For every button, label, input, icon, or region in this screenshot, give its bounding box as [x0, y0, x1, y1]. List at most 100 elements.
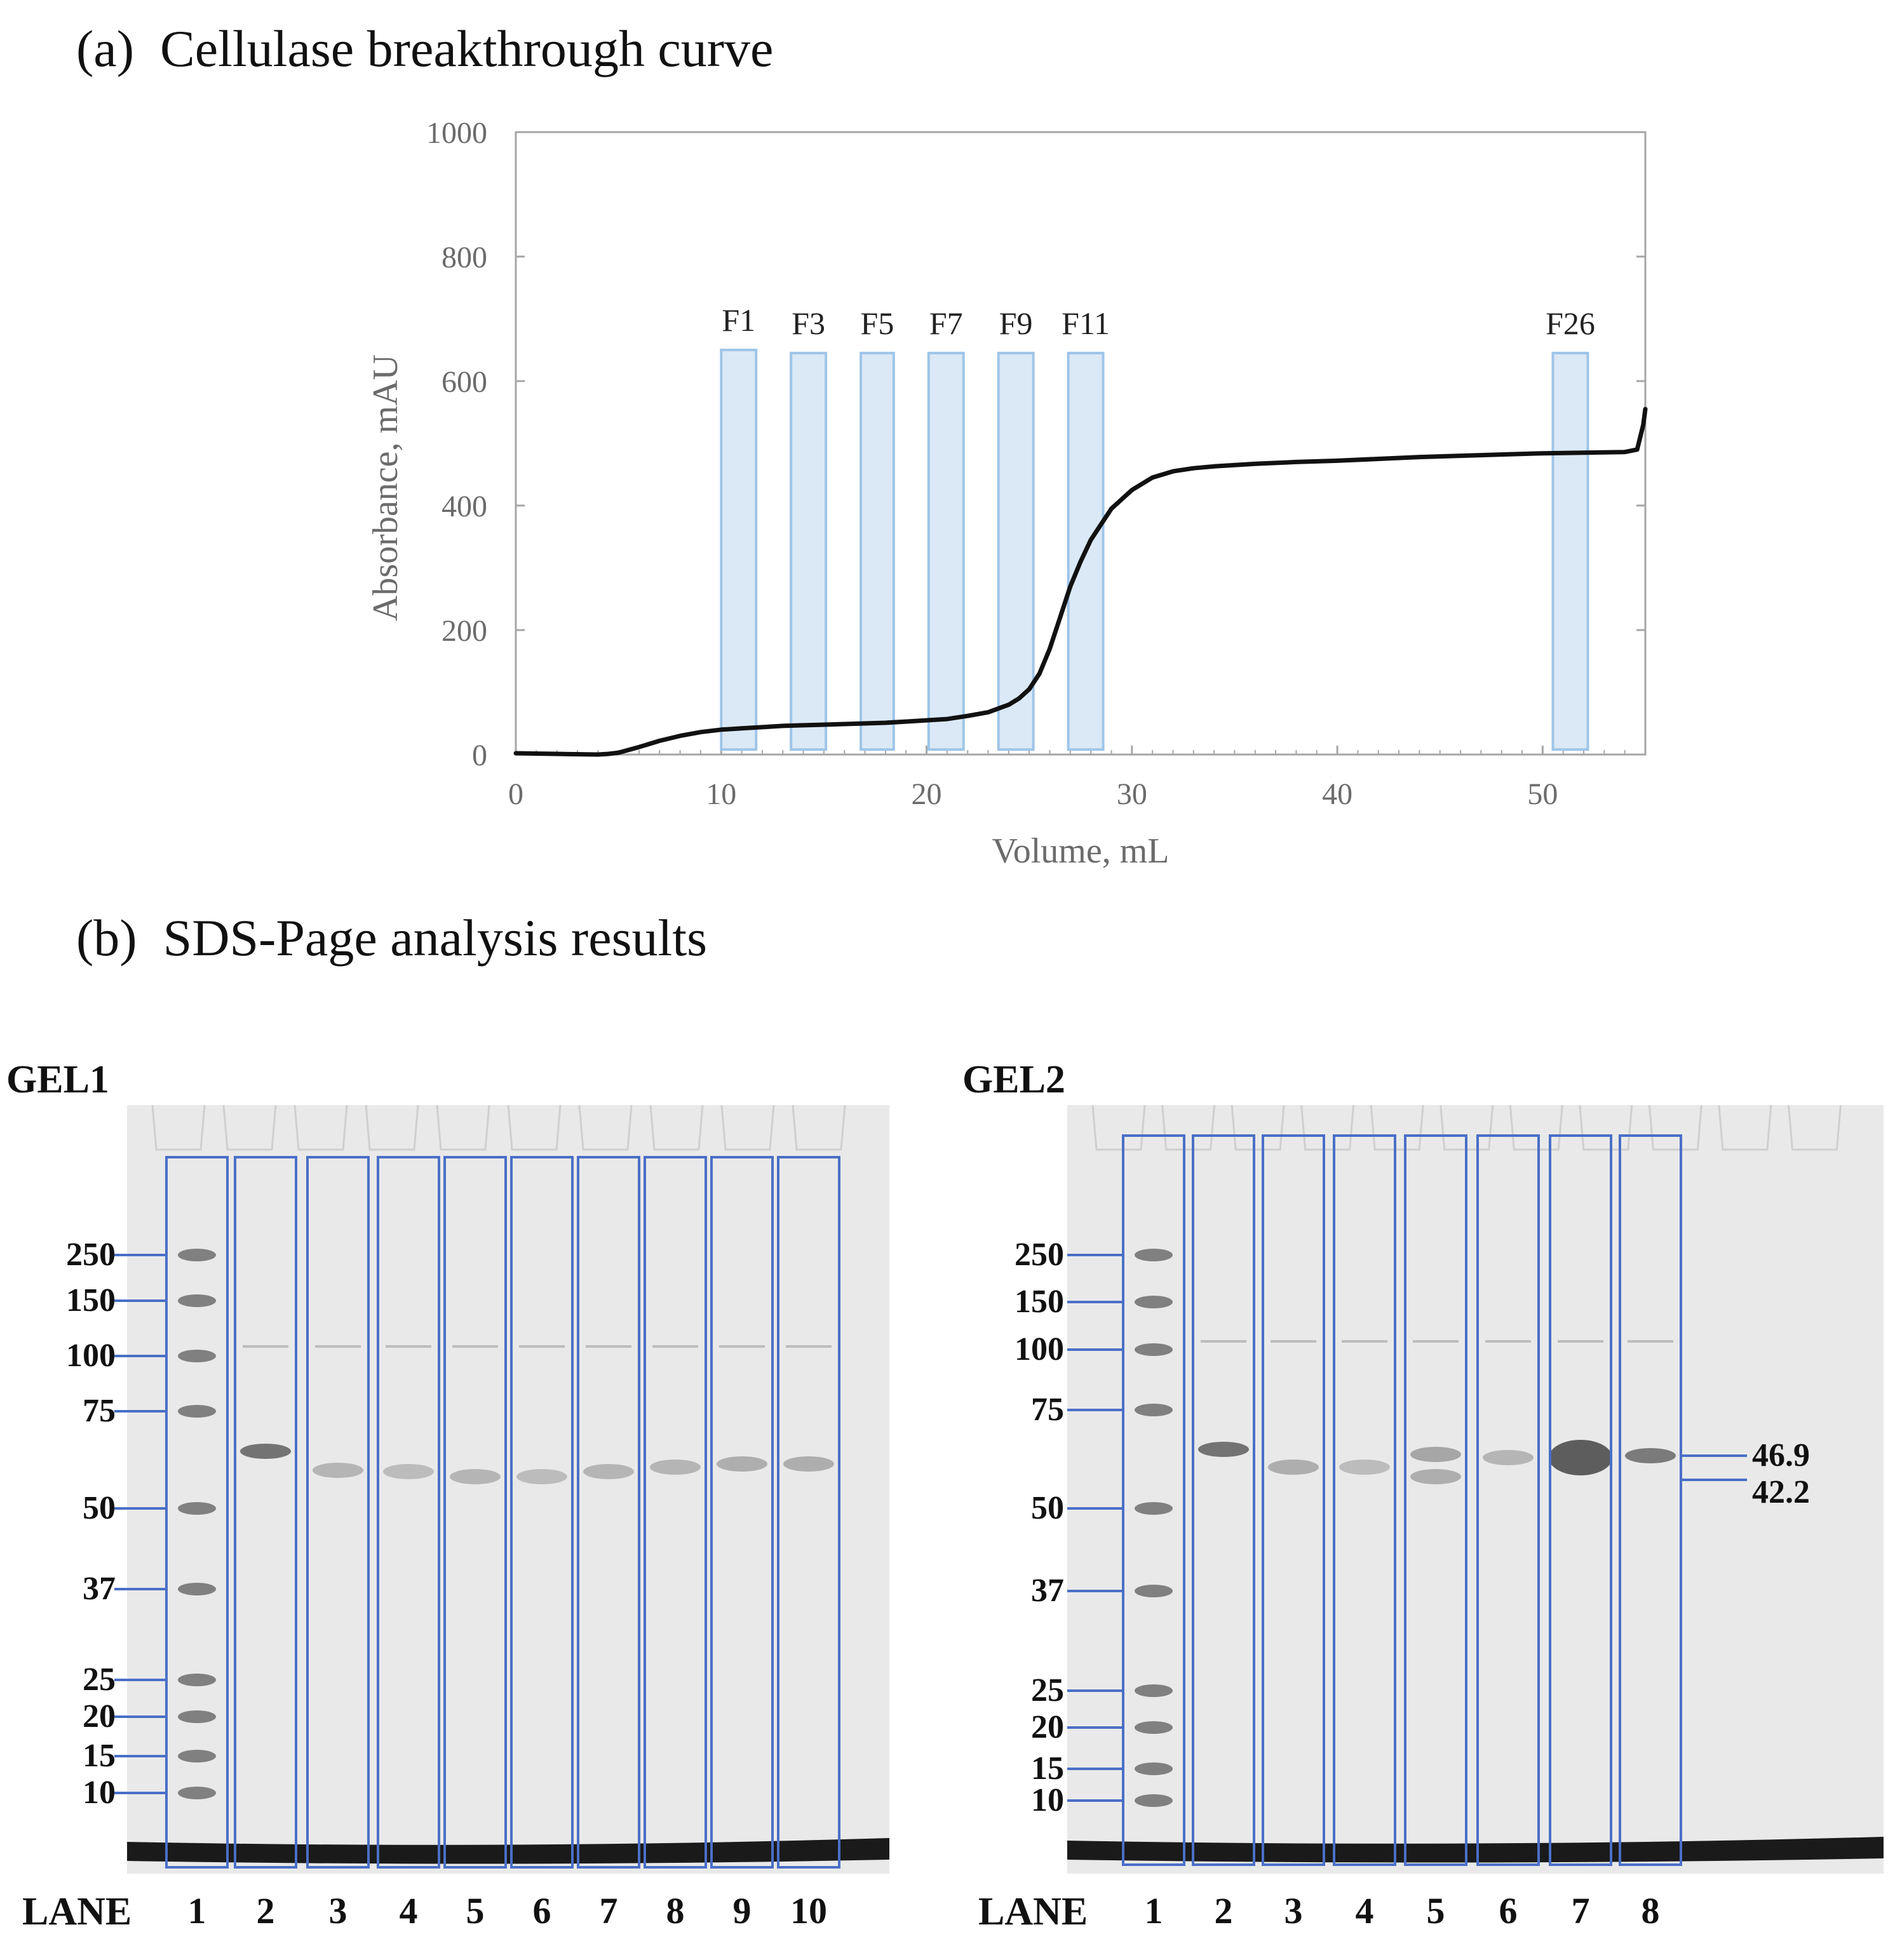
lane-number-5: 5: [1426, 1890, 1445, 1931]
gel-well: [649, 1104, 704, 1151]
gel-well: [1370, 1104, 1424, 1151]
protein-band: [1410, 1447, 1461, 1462]
marker-label-100: 100: [66, 1338, 116, 1374]
protein-band: [1339, 1460, 1390, 1475]
lane-box-6: [1476, 1134, 1540, 1866]
gel-well: [1300, 1104, 1355, 1151]
ladder-band-250: [1135, 1249, 1173, 1261]
lane-number-10: 10: [790, 1890, 827, 1931]
gel-well: [365, 1104, 419, 1151]
y-tick-label: 800: [442, 241, 487, 274]
y-tick-label: 200: [442, 614, 487, 648]
gel-well: [1161, 1104, 1216, 1151]
lane-box-3: [1262, 1134, 1325, 1866]
gel2-title: GEL2: [962, 1058, 1065, 1101]
dye-front: [1067, 1837, 1884, 1863]
panel-b-title: (b) SDS-Page analysis results: [76, 908, 707, 968]
lane-number-4: 4: [1355, 1890, 1374, 1931]
y-axis-label: Absorbance, mAU: [366, 354, 405, 621]
lane-box-10: [777, 1156, 840, 1869]
lane-number-1: 1: [1144, 1890, 1163, 1931]
marker-label-150: 150: [1015, 1284, 1064, 1320]
lane-box-4: [377, 1156, 440, 1869]
marker-label-50: 50: [1031, 1490, 1064, 1526]
marker-label-20: 20: [1031, 1709, 1064, 1745]
fraction-label-f9: F9: [999, 305, 1033, 341]
fraction-label-f5: F5: [861, 305, 894, 341]
ladder-band-25: [178, 1674, 216, 1686]
marker-label-20: 20: [83, 1698, 116, 1735]
band-size-label-46-9: 46.9: [1752, 1437, 1810, 1473]
protein-band: [383, 1464, 434, 1479]
lane-box-2: [234, 1156, 297, 1869]
y-tick-label: 600: [442, 365, 487, 399]
ladder-band-150: [1135, 1296, 1173, 1308]
gel-well: [792, 1104, 846, 1151]
ladder-band-150: [178, 1294, 216, 1307]
protein-band: [783, 1456, 834, 1472]
protein-band: [717, 1456, 767, 1472]
fraction-label-f26: F26: [1546, 305, 1595, 341]
marker-label-37: 37: [83, 1571, 116, 1607]
protein-band: [1268, 1460, 1319, 1475]
ladder-band-100: [1135, 1343, 1173, 1356]
marker-label-25: 25: [83, 1661, 116, 1698]
plot-frame: [515, 131, 1647, 756]
ladder-band-20: [178, 1710, 216, 1723]
x-axis-label: Volume, mL: [992, 831, 1170, 871]
ladder-band-37: [1135, 1585, 1173, 1597]
protein-band: [1198, 1442, 1249, 1457]
protein-band: [650, 1460, 701, 1475]
lane-number-7: 7: [1571, 1890, 1590, 1931]
marker-label-75: 75: [83, 1393, 116, 1429]
ladder-band-10: [178, 1787, 216, 1799]
ladder-band-10: [1135, 1794, 1173, 1807]
ladder-band-75: [178, 1405, 216, 1418]
gel-well: [1231, 1104, 1285, 1151]
protein-band: [1625, 1448, 1676, 1463]
fraction-box-f3: [790, 351, 828, 751]
panel-a-heading: Cellulase breakthrough curve: [160, 20, 774, 77]
gel-well: [1718, 1104, 1772, 1151]
gel-background: [1067, 1105, 1884, 1874]
x-tick-label: 30: [1117, 777, 1147, 811]
gel-well: [1091, 1104, 1146, 1151]
marker-label-250: 250: [1015, 1237, 1064, 1273]
lane-number-6: 6: [1499, 1890, 1518, 1931]
lane-number-1: 1: [187, 1890, 206, 1931]
lane-number-3: 3: [1284, 1890, 1303, 1931]
dye-front: [127, 1838, 889, 1864]
lane-number-7: 7: [599, 1890, 618, 1931]
fraction-box-f7: [927, 351, 965, 751]
ladder-band-100: [178, 1350, 216, 1362]
x-tick-label: 10: [706, 777, 736, 811]
gel1-lane-label: LANE: [22, 1890, 132, 1933]
lane-box-1: [165, 1156, 229, 1869]
marker-label-25: 25: [1031, 1672, 1064, 1708]
band-size-label-42-2: 42.2: [1752, 1474, 1810, 1510]
panel-b-label: (b): [76, 909, 137, 967]
fraction-box-f1: [720, 349, 758, 751]
gel1-title: GEL1: [6, 1058, 109, 1101]
x-tick-label: 0: [508, 777, 523, 811]
ladder-band-15: [1135, 1762, 1173, 1775]
gel-well: [1579, 1104, 1633, 1151]
marker-label-10: 10: [1031, 1782, 1064, 1818]
lane-number-3: 3: [328, 1890, 347, 1931]
marker-label-50: 50: [83, 1490, 116, 1526]
marker-label-10: 10: [83, 1775, 116, 1811]
protein-band: [583, 1464, 634, 1479]
gel-well: [222, 1104, 277, 1151]
y-tick-label: 400: [442, 490, 487, 523]
lane-box-7: [577, 1156, 640, 1869]
protein-band: [1410, 1469, 1461, 1484]
x-tick-label: 40: [1322, 777, 1352, 811]
gel1-image: [114, 1104, 889, 1874]
protein-band: [516, 1469, 567, 1484]
ladder-band-50: [1135, 1502, 1173, 1515]
marker-label-75: 75: [1031, 1392, 1064, 1428]
fraction-box-f26: [1551, 351, 1589, 751]
gel-well: [151, 1104, 206, 1151]
marker-label-250: 250: [66, 1237, 116, 1273]
protein-band: [313, 1463, 363, 1478]
